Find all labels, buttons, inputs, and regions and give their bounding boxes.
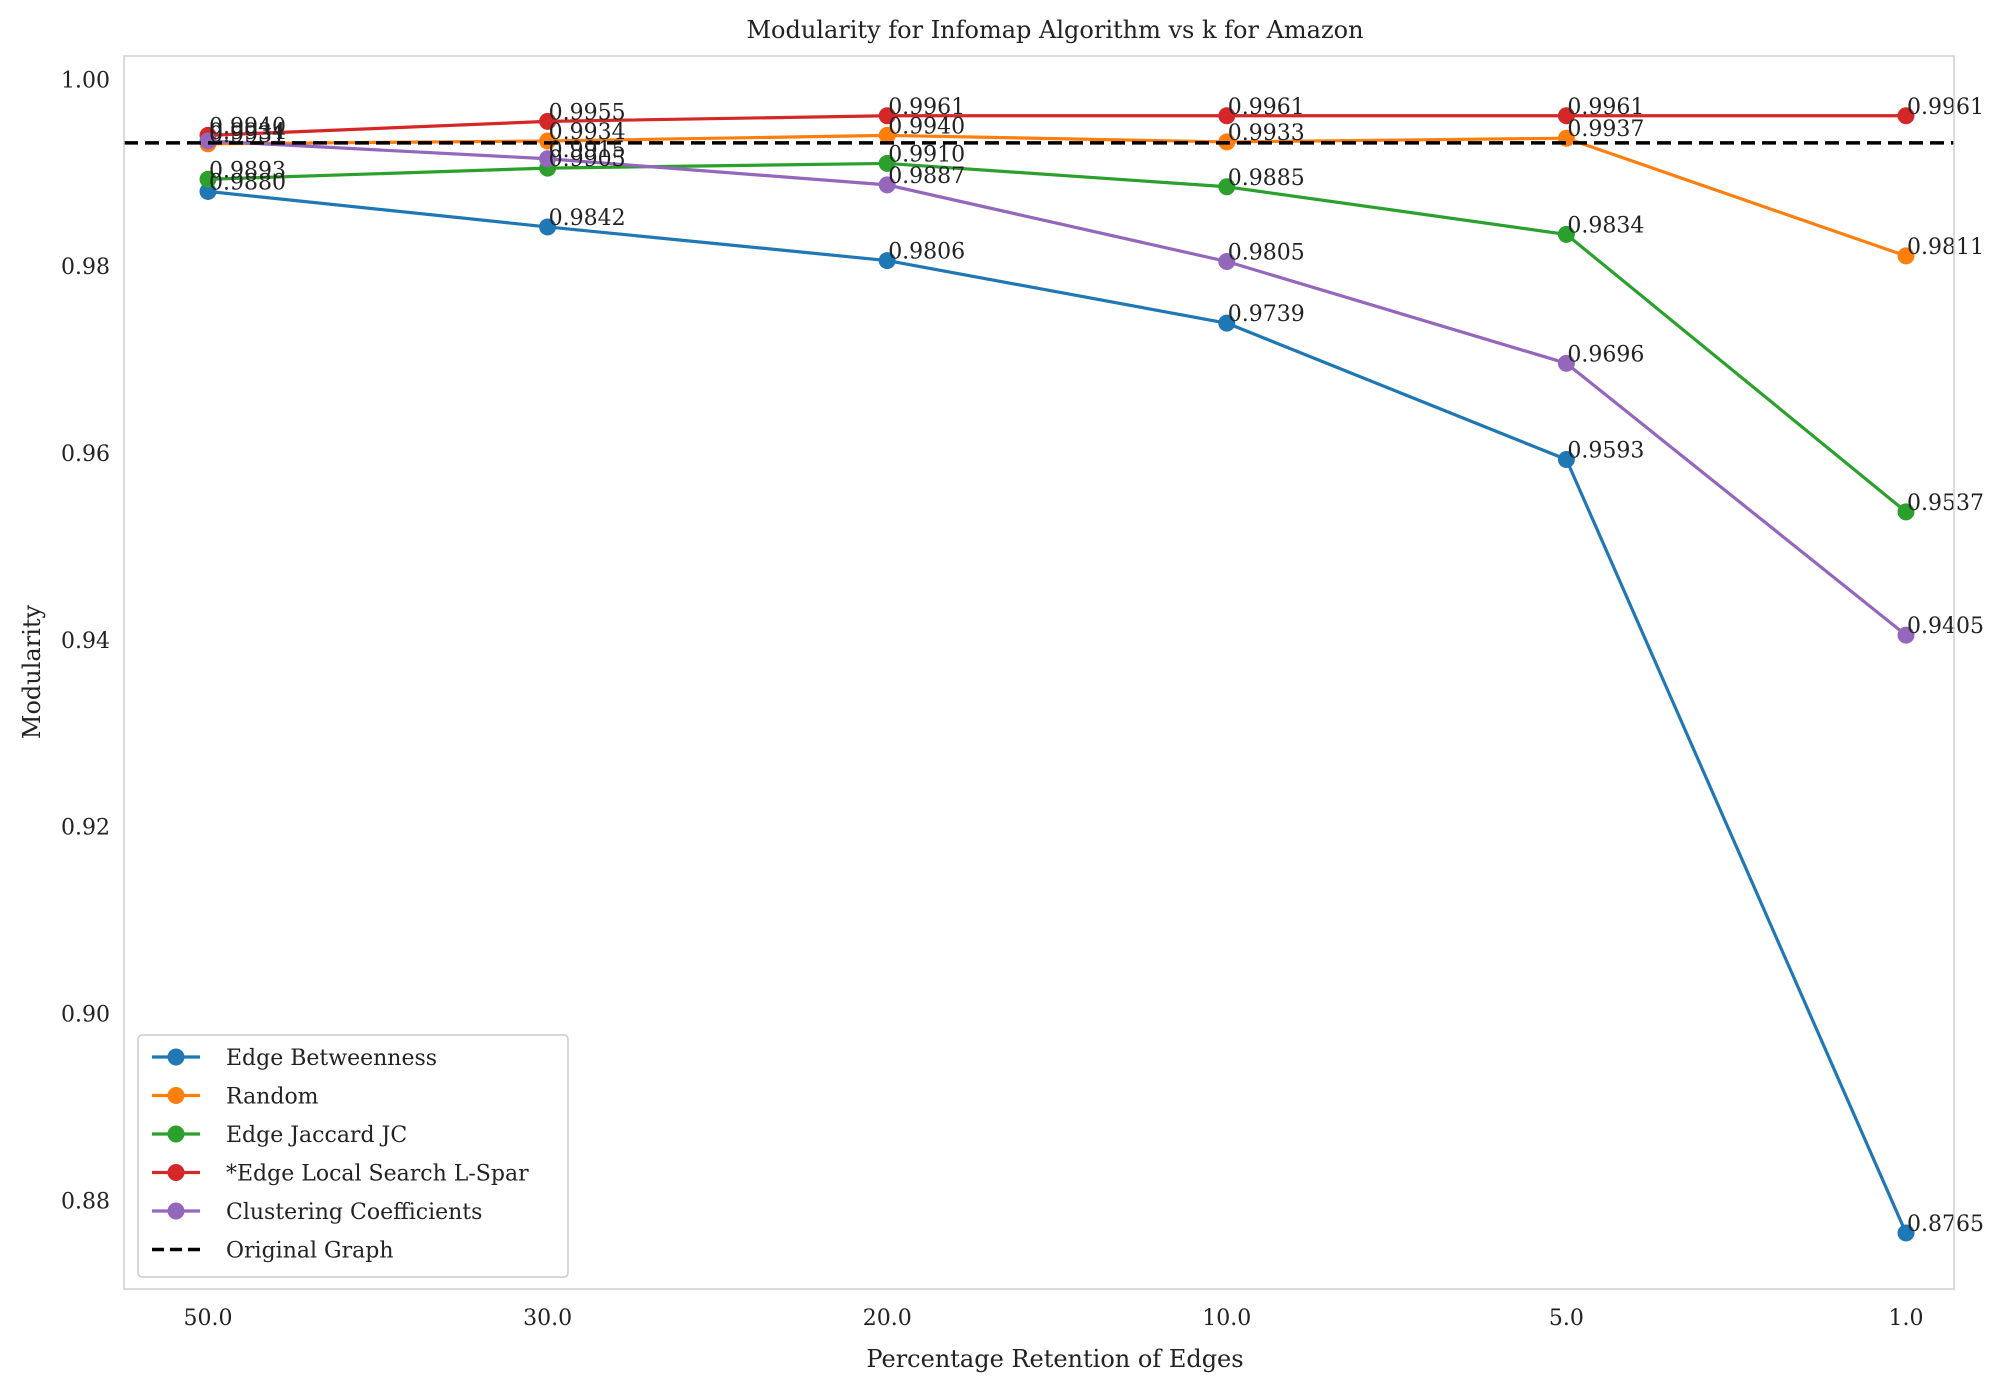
data-point <box>878 126 896 144</box>
legend-swatch-marker <box>167 1164 185 1181</box>
legend: Edge Betweenness Random Edge Jaccard JC *Ed… <box>137 1034 569 1278</box>
data-labels: 0.9880 0.9842 0.9806 0.9739 0.9593 0.8765 0.99… <box>209 95 1984 1237</box>
data-point <box>1557 354 1575 372</box>
data-label: 0.9961 <box>1907 95 1984 120</box>
data-label: 0.9940 <box>209 114 286 139</box>
data-label: 0.9961 <box>888 95 965 120</box>
series-line <box>207 114 1906 137</box>
x-tick-label: 50.0 <box>184 1306 233 1331</box>
y-tick-label: 0.96 <box>61 442 110 467</box>
data-label: 0.9593 <box>1567 439 1644 464</box>
legend-swatch-marker <box>167 1202 185 1220</box>
data-point <box>539 218 557 236</box>
data-point <box>878 252 896 270</box>
y-axis-label: Modularity <box>18 604 46 739</box>
series-line <box>207 161 1908 514</box>
data-point <box>539 150 557 168</box>
data-point <box>1897 626 1915 644</box>
data-label: 0.9937 <box>1567 117 1644 142</box>
data-label: 0.9885 <box>1228 166 1305 191</box>
data-label: 0.9910 <box>888 142 965 167</box>
legend-box <box>137 1034 569 1278</box>
data-point <box>1897 247 1915 265</box>
data-point <box>539 132 557 150</box>
data-label: 0.9739 <box>1228 302 1305 327</box>
data-point <box>1218 253 1236 270</box>
data-label: 0.9933 <box>1228 121 1305 146</box>
series-line <box>207 139 1907 637</box>
x-tick-label: 30.0 <box>523 1306 572 1331</box>
y-tick-label: 0.98 <box>61 255 110 280</box>
data-point <box>1897 107 1915 125</box>
legend-label: *Edge Local Search L-Spar <box>226 1162 529 1187</box>
data-label: 0.9934 <box>549 120 626 145</box>
data-point <box>1557 225 1575 243</box>
data-label: 0.9834 <box>1567 213 1644 238</box>
data-point <box>878 154 896 172</box>
y-tick-label: 0.92 <box>61 816 110 841</box>
data-label: 0.9805 <box>1228 241 1305 266</box>
data-label: 0.8765 <box>1907 1212 1984 1237</box>
data-point <box>1557 451 1575 469</box>
data-point <box>199 132 217 150</box>
data-label: 0.9931 <box>209 123 286 148</box>
legend-label: Clustering Coefficients <box>226 1200 482 1225</box>
y-tick-label: 0.94 <box>61 629 110 654</box>
data-point <box>1218 314 1236 332</box>
data-point <box>1897 503 1915 521</box>
data-label: 0.9961 <box>1228 95 1305 120</box>
data-label: 0.9905 <box>549 147 626 172</box>
data-point <box>878 107 896 125</box>
data-point <box>878 176 896 194</box>
data-point <box>1218 107 1236 125</box>
legend-label: Edge Betweenness <box>226 1046 437 1071</box>
legend-label: Original Graph <box>226 1239 393 1264</box>
data-point <box>199 170 217 188</box>
plot-frame <box>123 55 1955 1290</box>
y-tick-label: 0.90 <box>61 1002 110 1027</box>
data-label: 0.9961 <box>1567 95 1644 120</box>
x-tick-label: 5.0 <box>1549 1306 1584 1331</box>
legend-label: Edge Jaccard JC <box>226 1123 407 1148</box>
axis-ticks: 50.0 30.0 20.0 10.0 5.0 1.0 0.88 0.90 0.92 0.94 0.… <box>61 68 1923 1331</box>
x-tick-label: 10.0 <box>1202 1306 1251 1331</box>
data-label: 0.9811 <box>1907 235 1984 260</box>
data-label: 0.9537 <box>1907 491 1984 516</box>
data-label: 0.9405 <box>1907 614 1984 639</box>
data-label: 0.9940 <box>888 114 965 139</box>
x-tick-label: 1.0 <box>1889 1306 1924 1331</box>
data-point <box>1557 107 1575 125</box>
data-label: 0.9955 <box>549 100 626 125</box>
data-label: 0.9887 <box>888 164 965 189</box>
legend-swatch-marker <box>167 1087 185 1104</box>
data-label: 0.9696 <box>1567 342 1644 367</box>
series-line <box>207 189 1908 1234</box>
data-label: 0.9842 <box>549 206 626 231</box>
data-label: 0.9915 <box>549 138 626 163</box>
chart-title: Modularity for Infomap Algorithm vs k fo… <box>746 16 1363 44</box>
data-label: 0.9934 <box>209 120 286 145</box>
data-point <box>1218 178 1236 196</box>
data-point <box>539 112 557 130</box>
x-axis-label: Percentage Retention of Edges <box>866 1345 1243 1373</box>
y-tick-label: 0.88 <box>61 1189 110 1214</box>
data-point <box>1897 1224 1915 1242</box>
y-tick-label: 1.00 <box>61 68 110 93</box>
data-label: 0.9893 <box>209 158 286 183</box>
legend-swatch-marker <box>167 1125 185 1143</box>
legend-label: Random <box>226 1085 319 1110</box>
series-layer <box>124 107 1954 1242</box>
data-label: 0.9806 <box>888 240 965 265</box>
legend-swatch-marker <box>167 1048 185 1066</box>
data-point <box>199 182 217 200</box>
data-label: 0.9880 <box>209 170 286 195</box>
x-tick-label: 20.0 <box>863 1306 912 1331</box>
